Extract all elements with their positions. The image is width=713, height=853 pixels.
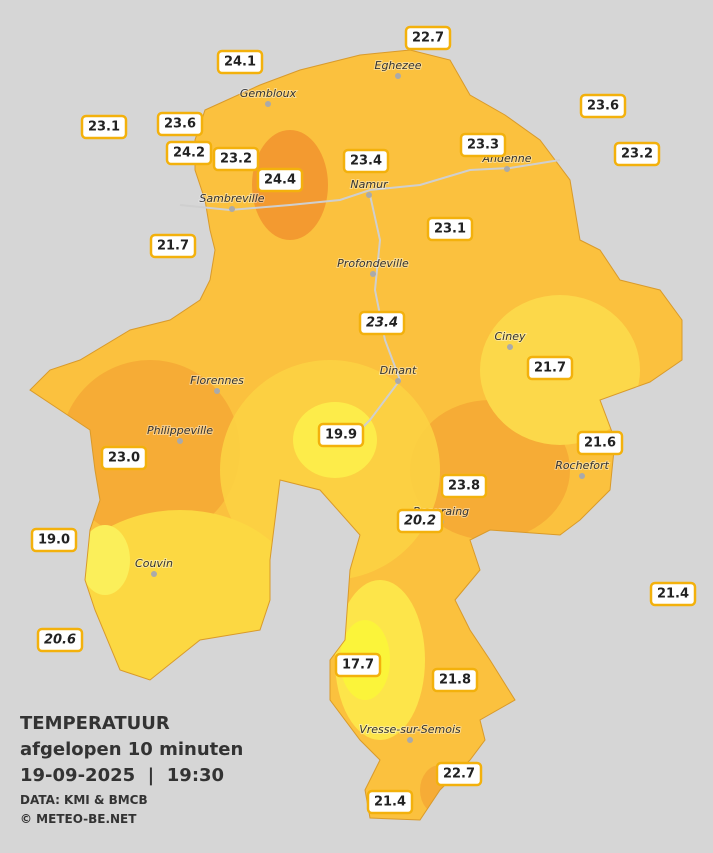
city-dot <box>151 571 157 577</box>
city-dot <box>370 271 376 277</box>
river <box>179 159 561 212</box>
station-box <box>440 473 488 499</box>
station-box <box>358 310 406 336</box>
city-dot <box>395 73 401 79</box>
city-dot <box>366 192 372 198</box>
city-label: Eghezee <box>375 59 422 72</box>
station-value: 23.4 <box>350 154 382 169</box>
river <box>349 194 402 441</box>
station-box <box>30 527 78 553</box>
station-value: 21.8 <box>439 673 471 688</box>
station-value: 23.4 <box>366 316 398 331</box>
cities: EghezeeGemblouxAndenneNamurSambrevillePr… <box>134 58 610 743</box>
city-label: Dinant <box>380 364 417 377</box>
station-box <box>613 141 661 167</box>
city-dot <box>265 101 271 107</box>
station-box <box>100 445 148 471</box>
station-value: 23.1 <box>88 120 120 135</box>
station-value: 24.4 <box>264 173 296 188</box>
city-label: Rochefort <box>555 459 609 472</box>
city-dot <box>229 206 235 212</box>
station-box <box>526 355 574 381</box>
station-box <box>431 667 479 693</box>
station-value: 23.8 <box>448 479 480 494</box>
station-value: 23.2 <box>220 152 252 167</box>
city-dot <box>407 737 413 743</box>
station-value: 20.2 <box>404 514 436 529</box>
copyright: © METEO-BE.NET <box>20 812 137 826</box>
station-box <box>256 167 304 193</box>
station-box <box>36 627 84 653</box>
city-label: Profondeville <box>337 257 409 270</box>
station-box <box>366 789 414 815</box>
city-label: Couvin <box>135 557 173 570</box>
city-label: Namur <box>350 178 389 191</box>
station-value: 23.6 <box>164 117 196 132</box>
station-box <box>317 422 365 448</box>
city-dot <box>395 378 401 384</box>
city-label: Gembloux <box>240 87 297 100</box>
subtitle: afgelopen 10 minuten <box>20 739 243 760</box>
stations: 22.7 24.1 23.6 23.1 23.6 24.2 23.2 24.4 23.4 23.3… <box>30 25 697 815</box>
station-box <box>216 49 264 75</box>
station-box <box>404 25 452 51</box>
city-label: Philippeville <box>147 424 213 437</box>
city-dot <box>504 166 510 172</box>
station-box <box>435 761 483 787</box>
station-value: 23.0 <box>108 451 140 466</box>
station-value: 23.2 <box>621 147 653 162</box>
station-value: 22.7 <box>412 31 444 46</box>
city-label: Florennes <box>190 374 244 387</box>
station-value: 23.6 <box>587 99 619 114</box>
city-label: Ciney <box>495 330 526 343</box>
station-value: 19.9 <box>325 428 357 443</box>
station-value: 23.1 <box>434 222 466 237</box>
station-box <box>459 132 507 158</box>
source: DATA: KMI & BMCB <box>20 793 148 807</box>
station-box <box>649 581 697 607</box>
station-box <box>212 146 260 172</box>
station-value: 20.6 <box>44 633 76 648</box>
station-box <box>576 430 624 456</box>
city-label: Vresse-sur-Semois <box>359 723 461 736</box>
station-value: 24.2 <box>173 146 205 161</box>
station-box <box>80 114 128 140</box>
city-dot <box>214 388 220 394</box>
station-value: 19.0 <box>38 533 70 548</box>
city-dot <box>579 473 585 479</box>
datetime: 19-09-2025 | 19:30 <box>20 765 224 786</box>
station-value: 21.7 <box>157 239 189 254</box>
station-value: 21.4 <box>657 587 689 602</box>
station-box <box>165 140 213 166</box>
city-dot <box>507 344 513 350</box>
station-value: 21.6 <box>584 436 616 451</box>
station-value: 23.3 <box>467 138 499 153</box>
station-value: 21.4 <box>374 795 406 810</box>
station-box <box>156 111 204 137</box>
station-value: 24.1 <box>224 55 256 70</box>
station-box <box>149 233 197 259</box>
station-box <box>426 216 474 242</box>
station-box <box>334 652 382 678</box>
station-box <box>579 93 627 119</box>
station-value: 21.7 <box>534 361 566 376</box>
station-box <box>342 148 390 174</box>
station-box <box>396 508 444 534</box>
station-value: 22.7 <box>443 767 475 782</box>
title: TEMPERATUUR <box>20 713 170 734</box>
station-value: 17.7 <box>342 658 374 673</box>
city-dot <box>177 438 183 444</box>
city-label: Sambreville <box>199 192 264 205</box>
